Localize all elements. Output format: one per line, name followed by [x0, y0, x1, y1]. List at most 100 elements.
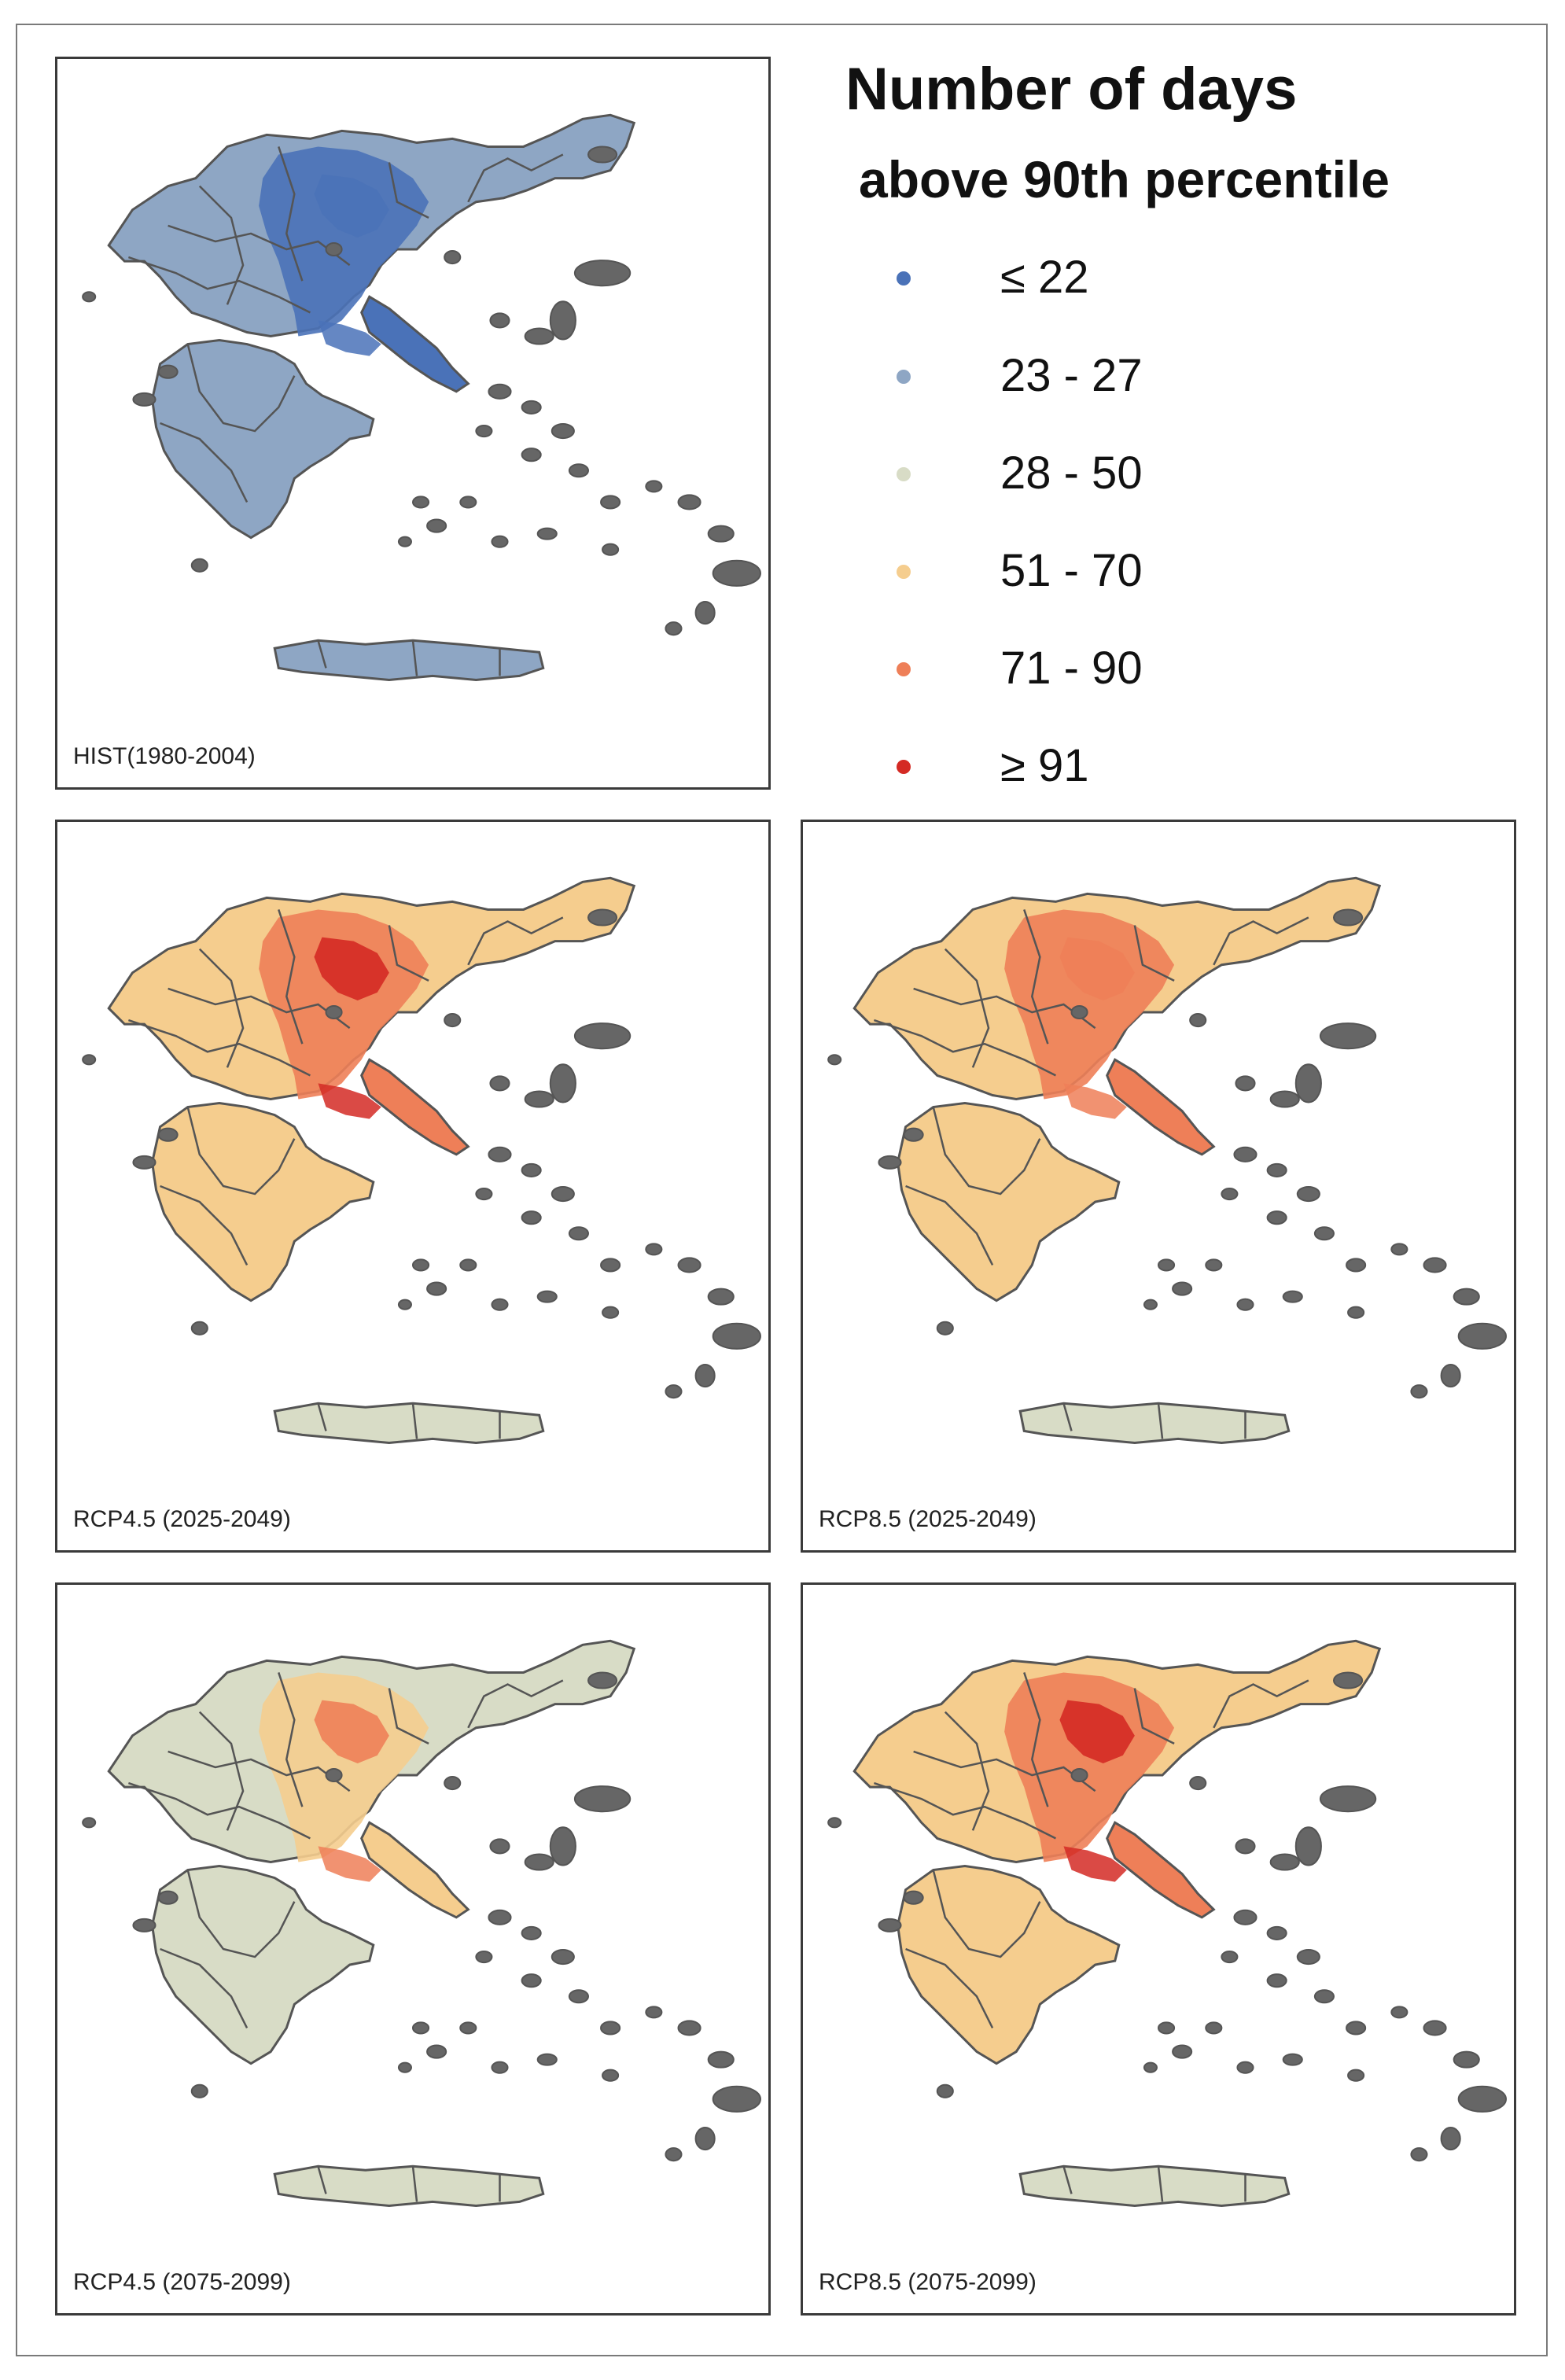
island	[1266, 1973, 1287, 1988]
island	[568, 463, 589, 478]
island	[1269, 1853, 1300, 1871]
island	[488, 1909, 512, 1925]
island	[157, 1890, 179, 1905]
greece-map-rcp45-2075	[82, 1639, 761, 2207]
island	[459, 496, 477, 509]
legend-swatch	[897, 565, 911, 579]
panel-label: HIST(1980-2004)	[73, 743, 256, 769]
island	[411, 2021, 430, 2035]
island	[551, 1949, 575, 1966]
legend-label: ≥ 91	[1000, 740, 1089, 791]
island	[677, 2020, 701, 2036]
region-crete	[273, 639, 545, 681]
region-central-greece	[259, 1672, 429, 1862]
island	[190, 2083, 208, 2098]
island	[694, 600, 716, 625]
island	[1143, 2061, 1158, 2073]
region-border	[1023, 909, 1049, 1044]
island	[903, 1890, 924, 1905]
island	[489, 312, 510, 329]
island	[1294, 1063, 1322, 1103]
island	[475, 1188, 493, 1201]
legend-swatch	[897, 662, 911, 676]
region-central-greece	[1004, 1672, 1175, 1862]
island	[1266, 1210, 1287, 1225]
island	[677, 494, 701, 510]
region-border	[388, 162, 429, 219]
island	[707, 525, 735, 543]
region-evia	[360, 295, 470, 393]
region-border	[186, 1870, 296, 1958]
island	[1347, 1306, 1365, 1319]
region-border	[932, 1107, 1041, 1196]
region-border	[913, 987, 1096, 1030]
region-border	[128, 1019, 311, 1077]
region-border	[388, 925, 429, 982]
island	[712, 1322, 761, 1350]
region-macedonia-hotspot	[314, 1700, 389, 1763]
island	[1390, 1243, 1408, 1256]
island	[602, 543, 620, 556]
island	[1070, 1767, 1088, 1783]
island	[1296, 1949, 1320, 1966]
region-border	[198, 185, 245, 305]
region-peloponnese	[151, 1102, 375, 1302]
island	[491, 1298, 509, 1311]
region-macedonia-hotspot	[1059, 1700, 1135, 1763]
region-crete	[273, 1402, 545, 1444]
legend-swatch	[897, 271, 911, 286]
island	[444, 1776, 462, 1791]
island	[1172, 2044, 1193, 2059]
region-peloponnese	[151, 339, 375, 540]
region-evia	[360, 1058, 470, 1156]
region-border	[278, 909, 304, 1044]
region-attica-hotspot	[1063, 1083, 1127, 1119]
island	[549, 300, 576, 341]
island	[1410, 2147, 1428, 2162]
island	[1235, 1075, 1256, 1092]
region-border	[944, 1711, 990, 1831]
island	[587, 146, 618, 164]
greece-map-hist	[82, 113, 761, 681]
island	[426, 518, 447, 533]
region-border	[317, 1402, 501, 1439]
island	[1157, 1258, 1176, 1272]
island	[190, 1321, 208, 1336]
island	[1423, 2020, 1447, 2036]
region-crete	[1018, 2164, 1291, 2207]
island	[677, 1257, 701, 1273]
region-attica-hotspot	[318, 1083, 381, 1119]
island	[1236, 2061, 1254, 2074]
region-peloponnese	[151, 1865, 375, 2065]
island	[1205, 2021, 1223, 2035]
region-border	[186, 344, 296, 433]
panel-label: RCP4.5 (2025-2049)	[73, 1506, 291, 1532]
region-border	[1062, 2165, 1246, 2202]
island	[325, 1004, 343, 1020]
legend-label: 23 - 27	[1000, 350, 1143, 401]
region-macedonia-hotspot	[1059, 937, 1135, 1000]
legend-swatch	[897, 370, 911, 384]
island	[1457, 1322, 1507, 1350]
island	[1410, 1384, 1428, 1399]
island	[707, 2050, 735, 2069]
region-border	[128, 256, 311, 314]
panel-label: RCP8.5 (2075-2099)	[819, 2269, 1037, 2295]
island	[397, 2061, 412, 2073]
island	[1346, 2021, 1367, 2036]
island	[827, 1054, 842, 1066]
region-attica-hotspot	[318, 320, 381, 356]
island	[665, 1384, 683, 1399]
island	[573, 1785, 632, 1813]
island	[1266, 1925, 1287, 1940]
island	[82, 291, 97, 303]
island	[521, 400, 542, 414]
greece-map-rcp45-2025	[82, 876, 761, 1444]
region-peloponnese	[897, 1102, 1121, 1302]
island	[1266, 1162, 1287, 1177]
island	[325, 241, 343, 257]
region-border	[874, 1019, 1056, 1077]
region-macedonia-hotspot	[314, 937, 389, 1000]
island	[936, 2083, 954, 2098]
island	[488, 1146, 512, 1162]
